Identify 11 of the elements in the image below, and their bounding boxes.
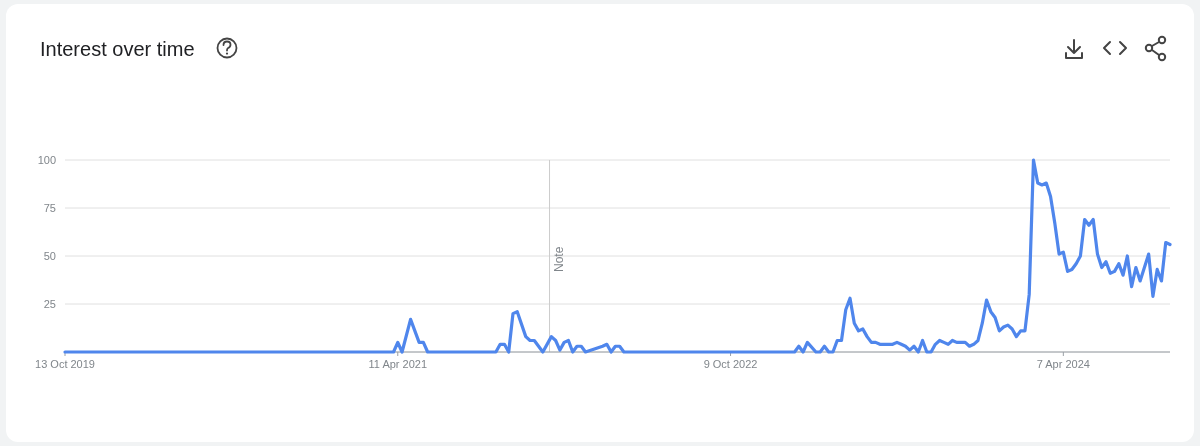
y-tick-label: 25 xyxy=(43,298,56,310)
x-tick-label: 13 Oct 2019 xyxy=(35,358,95,370)
chart-title: Interest over time xyxy=(40,38,195,60)
x-tick-label: 11 Apr 2021 xyxy=(368,358,428,370)
ref-line-label: Note xyxy=(551,246,566,272)
line-series xyxy=(63,158,1172,354)
y-tick-label: 75 xyxy=(43,202,56,214)
y-tick-label: 100 xyxy=(37,154,56,166)
x-tick-label: 7 Apr 2024 xyxy=(1036,358,1090,370)
x-tick-label: 9 Oct 2022 xyxy=(703,358,758,370)
y-tick-label: 50 xyxy=(43,250,56,262)
